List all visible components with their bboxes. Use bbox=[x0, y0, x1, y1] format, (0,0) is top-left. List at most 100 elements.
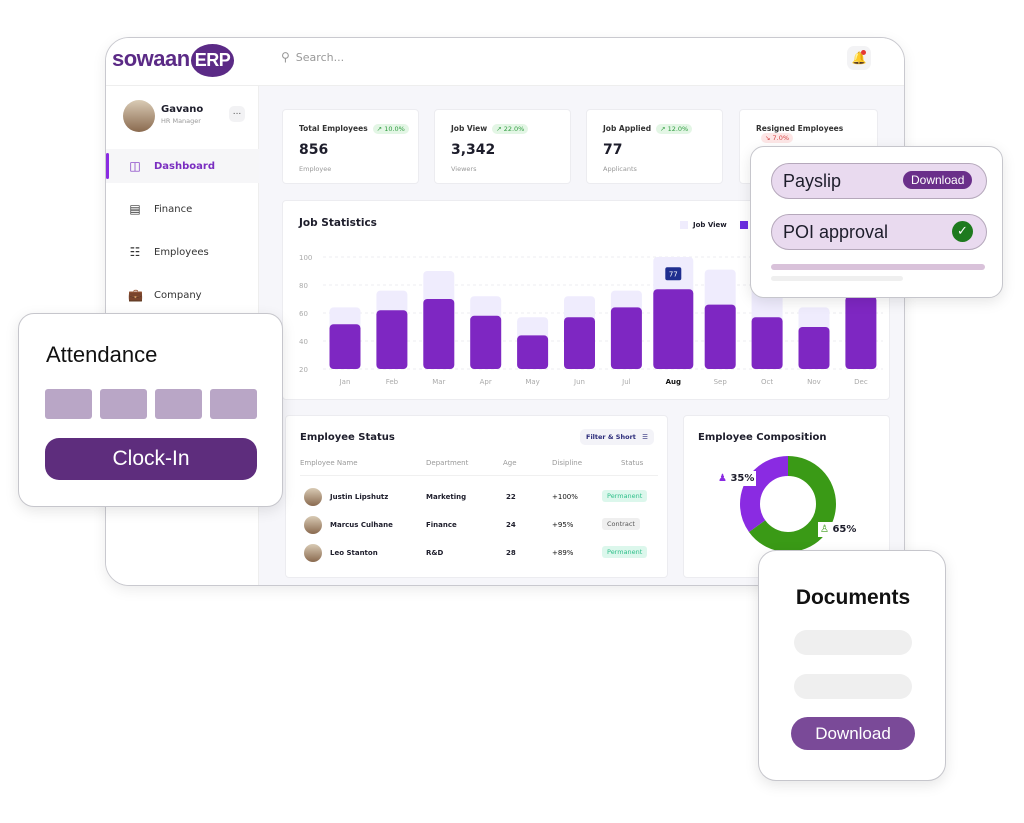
bar-series2-Sep[interactable] bbox=[704, 304, 736, 369]
x-tick-label: May bbox=[525, 378, 539, 386]
stat-title: Job Applied bbox=[603, 124, 652, 133]
search-input[interactable]: ⚲ Search... bbox=[281, 50, 344, 64]
composition-donut bbox=[740, 456, 836, 552]
employee-age: 24 bbox=[506, 521, 516, 529]
female-label: ♟ 35% bbox=[716, 471, 757, 486]
x-tick-label: Apr bbox=[480, 378, 492, 386]
attendance-slot bbox=[155, 389, 202, 419]
payslip-card: Payslip Download POI approval ✓ bbox=[750, 146, 1003, 298]
x-tick-label: Oct bbox=[761, 378, 773, 386]
legend-swatch-series-2 bbox=[739, 221, 748, 229]
employee-age: 28 bbox=[506, 549, 516, 557]
sidebar-item-employees[interactable]: ☷ Employees bbox=[106, 235, 259, 269]
payslip-download-button[interactable]: Download bbox=[903, 171, 973, 189]
document-placeholder bbox=[794, 674, 912, 699]
x-tick-label: Sep bbox=[714, 378, 728, 386]
y-tick-label: 100 bbox=[299, 254, 312, 262]
y-tick-label: 40 bbox=[299, 338, 308, 346]
attendance-title: Attendance bbox=[46, 342, 158, 367]
status-badge: Permanent bbox=[602, 490, 648, 502]
employee-avatar bbox=[304, 544, 322, 562]
stat-subtitle: Employee bbox=[299, 165, 332, 173]
logo-text: sowaan bbox=[112, 46, 190, 71]
stat-subtitle: Viewers bbox=[451, 165, 477, 173]
stat-card-job-view: Job View ↗ 22.0% 3,342 Viewers bbox=[434, 109, 571, 184]
column-header: Age bbox=[503, 459, 517, 467]
notification-button[interactable]: 🔔 bbox=[847, 46, 871, 70]
avatar[interactable] bbox=[123, 100, 155, 132]
stat-value: 77 bbox=[603, 142, 623, 158]
sidebar-item-dashboard[interactable]: ◫ Dashboard bbox=[106, 149, 259, 183]
x-tick-label: Jun bbox=[573, 378, 585, 386]
stat-title: Resigned Employees bbox=[756, 124, 844, 133]
bar-series2-Jan[interactable] bbox=[329, 324, 361, 369]
tooltip bbox=[665, 267, 682, 281]
attendance-slot bbox=[45, 389, 92, 419]
logo-badge: ERP bbox=[190, 44, 235, 77]
stat-card-total-employees: Total Employees ↗ 10.0% 856 Employee bbox=[282, 109, 419, 184]
x-tick-label: Jan bbox=[339, 378, 351, 386]
documents-download-button[interactable]: Download bbox=[791, 717, 915, 750]
stat-title: Total Employees bbox=[299, 124, 368, 133]
y-tick-label: 80 bbox=[299, 282, 308, 290]
employee-status-title: Employee Status bbox=[300, 432, 395, 443]
bar-series2-Jul[interactable] bbox=[610, 307, 642, 369]
top-header: sowaan ERP ⚲ Search... 🔔 bbox=[106, 38, 904, 86]
employee-discipline: +100% bbox=[552, 493, 578, 501]
column-header: Department bbox=[426, 459, 469, 467]
employee-discipline: +89% bbox=[552, 549, 574, 557]
sliders-icon: ☰ bbox=[642, 433, 648, 441]
poi-label: POI approval bbox=[783, 222, 889, 242]
attendance-card: Attendance Clock-In bbox=[18, 313, 283, 507]
stat-value: 856 bbox=[299, 142, 329, 158]
x-tick-label: Nov bbox=[807, 378, 821, 386]
employee-avatar bbox=[304, 516, 322, 534]
sidebar-item-label: Dashboard bbox=[154, 160, 215, 172]
sidebar-item-label: Company bbox=[154, 289, 202, 301]
employee-age: 22 bbox=[506, 493, 516, 501]
bar-series2-Oct[interactable] bbox=[751, 317, 783, 369]
bar-series2-Mar[interactable] bbox=[423, 299, 455, 369]
divider bbox=[300, 475, 658, 476]
bar-series2-Feb[interactable] bbox=[376, 310, 408, 369]
logo[interactable]: sowaan ERP bbox=[112, 44, 235, 77]
bar-series2-Nov[interactable] bbox=[798, 327, 830, 369]
poi-approval-row: POI approval ✓ bbox=[771, 214, 987, 250]
x-tick-label: Jul bbox=[621, 378, 631, 386]
employee-department: Marketing bbox=[426, 493, 467, 501]
donut-segment-female[interactable] bbox=[740, 456, 836, 552]
bar-series2-May[interactable] bbox=[517, 335, 549, 369]
tooltip-value: 77 bbox=[669, 271, 678, 279]
clock-in-button[interactable]: Clock-In bbox=[45, 438, 257, 480]
chart-title: Job Statistics bbox=[299, 217, 377, 229]
dashboard-icon: ◫ bbox=[129, 159, 141, 173]
bar-series2-Apr[interactable] bbox=[470, 315, 502, 369]
user-role: HR Manager bbox=[161, 117, 201, 125]
stat-title: Job View bbox=[451, 124, 488, 133]
stat-value: 3,342 bbox=[451, 142, 496, 158]
attendance-slot bbox=[210, 389, 257, 419]
placeholder-bar bbox=[771, 276, 903, 281]
bar-series2-Jun[interactable] bbox=[564, 317, 595, 369]
legend-label: Job View bbox=[693, 221, 727, 229]
bar-series2-Dec[interactable] bbox=[845, 296, 877, 369]
male-icon: ♙ bbox=[820, 524, 829, 535]
search-placeholder: Search... bbox=[295, 50, 345, 64]
composition-title: Employee Composition bbox=[698, 432, 827, 443]
stat-subtitle: Applicants bbox=[603, 165, 637, 173]
payslip-label: Payslip bbox=[783, 171, 842, 191]
employee-department: Finance bbox=[426, 521, 457, 529]
briefcase-icon: 💼 bbox=[128, 288, 143, 302]
stat-change: ↗ 10.0% bbox=[372, 124, 409, 134]
more-button[interactable]: ... bbox=[229, 106, 245, 122]
bar-series2-Aug[interactable] bbox=[653, 289, 694, 369]
status-badge: Permanent bbox=[602, 546, 648, 558]
x-tick-label: Aug bbox=[666, 378, 681, 386]
employees-icon: ☷ bbox=[129, 245, 141, 259]
stat-card-job-applied: Job Applied ↗ 12.0% 77 Applicants bbox=[586, 109, 723, 184]
sidebar-item-finance[interactable]: ▤ Finance bbox=[106, 192, 259, 226]
filter-sort-button[interactable]: Filter & Short ☰ bbox=[580, 429, 654, 445]
column-header: Status bbox=[621, 459, 644, 467]
female-icon: ♟ bbox=[718, 473, 727, 484]
sidebar-item-company[interactable]: 💼 Company bbox=[106, 278, 259, 312]
